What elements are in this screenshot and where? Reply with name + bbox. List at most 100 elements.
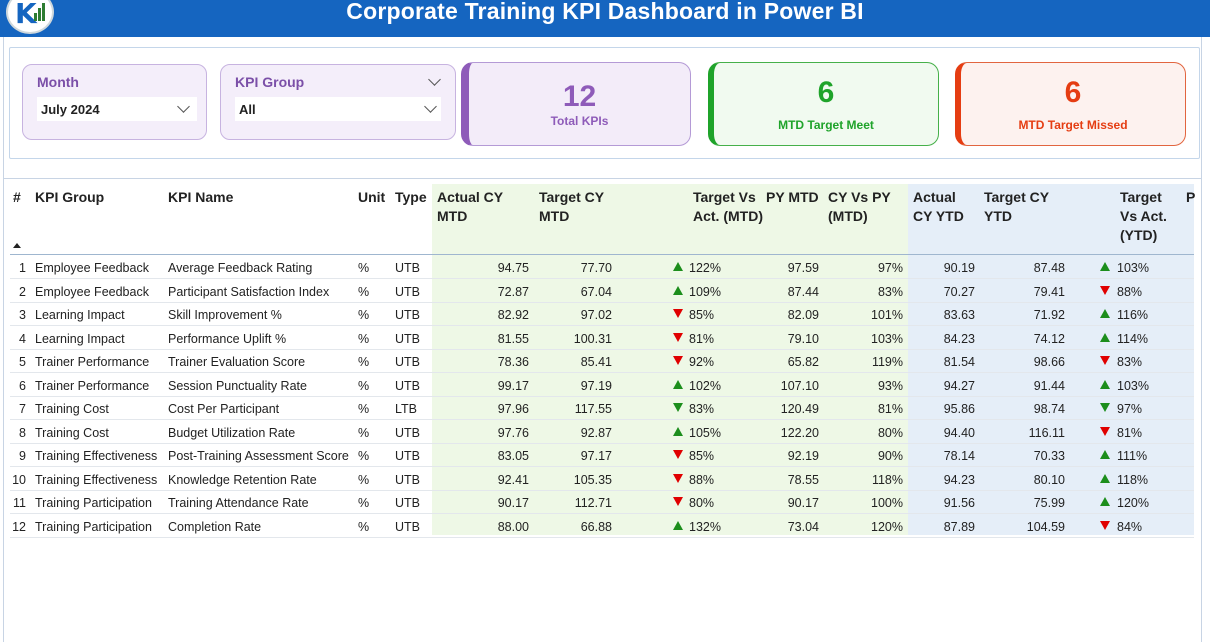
cell-kpi-name: Knowledge Retention Rate bbox=[168, 472, 317, 487]
cell-target-vs-act-mtd: 102% bbox=[689, 378, 721, 393]
month-slicer-label: Month bbox=[37, 74, 79, 90]
triangle-up-icon bbox=[673, 426, 683, 436]
cell-target-vs-act-ytd: 97% bbox=[1117, 402, 1143, 416]
cell-target-vs-act-mtd: 85% bbox=[689, 308, 715, 322]
cell-target-vs-act-ytd: 114% bbox=[1117, 331, 1149, 346]
table-row[interactable]: 7 Training Cost Cost Per Participant% LTB 97… bbox=[10, 397, 1194, 420]
triangle-up-icon bbox=[673, 285, 683, 295]
table-row[interactable]: 3 Learning Impact Skill Improvement %% UTB 8… bbox=[10, 303, 1194, 326]
cell-kpi-name: Average Feedback Rating bbox=[168, 261, 313, 275]
cell-target-vs-act-ytd: 81% bbox=[1117, 425, 1143, 440]
cell-type: LTB bbox=[395, 402, 417, 416]
header-cy-vs-py-mtd[interactable]: CY Vs PY (MTD) bbox=[828, 189, 891, 224]
cell-cy-vs-py-mtd: 81% bbox=[877, 402, 903, 416]
header-target-cy-ytd[interactable]: Target CY YTD bbox=[984, 189, 1049, 224]
cell-target-vs-act-mtd: 132% bbox=[689, 519, 721, 534]
svg-text:K: K bbox=[15, 0, 38, 30]
cell-kpi-name: Trainer Evaluation Score bbox=[168, 355, 306, 369]
table-row[interactable]: 1 Employee Feedback Average Feedback Ratin… bbox=[10, 256, 1194, 279]
cell-target-cy-mtd: 100.31 bbox=[573, 331, 612, 346]
month-dropdown[interactable]: July 2024 bbox=[37, 97, 197, 121]
table-row[interactable]: 10 Training Effectiveness Knowledge Retent… bbox=[10, 468, 1194, 491]
sort-ascending-icon[interactable] bbox=[13, 243, 21, 248]
table-row[interactable]: 5 Trainer Performance Trainer Evaluation S… bbox=[10, 350, 1194, 373]
header-num[interactable]: # bbox=[13, 189, 21, 205]
triangle-down-icon bbox=[1100, 356, 1110, 365]
cell-unit: % bbox=[358, 261, 370, 275]
cell-target-cy-mtd: 117.55 bbox=[574, 402, 612, 416]
cell-actual-cy-ytd: 94.40 bbox=[943, 425, 975, 440]
triangle-up-icon bbox=[673, 520, 683, 530]
table-row[interactable]: 11 Training Participation Training Attenda… bbox=[10, 491, 1194, 514]
cell-kpi-name: Completion Rate bbox=[168, 519, 262, 534]
cell-kpi-name: Skill Improvement % bbox=[168, 308, 282, 322]
triangle-down-icon bbox=[1100, 403, 1110, 412]
triangle-down-icon bbox=[673, 450, 683, 459]
cell-py-mtd: 92.19 bbox=[787, 449, 819, 463]
table-row[interactable]: 8 Training Cost Budget Utilization Rate% UT… bbox=[10, 421, 1194, 444]
header-actual-cy-ytd[interactable]: Actual CY YTD bbox=[913, 189, 964, 224]
mtd-target-missed-card: 6 MTD Target Missed bbox=[955, 62, 1186, 146]
kpi-group-dropdown[interactable]: All bbox=[235, 97, 441, 121]
table-row[interactable]: 9 Training Effectiveness Post-Training Ass… bbox=[10, 444, 1194, 467]
header-type[interactable]: Type bbox=[395, 189, 427, 205]
header-unit[interactable]: Unit bbox=[358, 189, 386, 205]
cell-actual-cy-ytd: 95.86 bbox=[943, 402, 975, 416]
mtd-target-missed-value: 6 bbox=[1064, 76, 1082, 109]
cell-target-vs-act-mtd: 105% bbox=[689, 425, 721, 440]
header-kpi-name[interactable]: KPI Name bbox=[168, 189, 234, 205]
cell-type: UTB bbox=[395, 261, 420, 275]
total-kpis-label: Total KPIs bbox=[550, 114, 609, 128]
chevron-down-icon[interactable] bbox=[424, 100, 437, 113]
triangle-down-icon bbox=[673, 332, 683, 342]
cell-num: 1 bbox=[19, 261, 26, 275]
cell-actual-cy-ytd: 78.14 bbox=[943, 449, 975, 463]
triangle-up-icon bbox=[1100, 497, 1110, 506]
cell-kpi-group: Training Cost bbox=[35, 402, 109, 416]
cell-py-mtd: 73.04 bbox=[787, 519, 819, 534]
cell-unit: % bbox=[358, 355, 370, 369]
cell-target-vs-act-ytd: 103% bbox=[1117, 261, 1149, 275]
cell-type: UTB bbox=[395, 355, 420, 369]
triangle-down-icon bbox=[673, 309, 683, 318]
cell-py-mtd: 87.44 bbox=[787, 284, 819, 299]
header-kpi-group[interactable]: KPI Group bbox=[35, 189, 105, 205]
cell-unit: % bbox=[358, 472, 370, 487]
cell-kpi-group: Learning Impact bbox=[35, 331, 125, 346]
header-target-cy-mtd[interactable]: Target CY MTD bbox=[539, 189, 604, 224]
table-row[interactable]: 2 Employee Feedback Participant Satisfacti… bbox=[10, 280, 1194, 303]
cell-actual-cy-ytd: 70.27 bbox=[943, 284, 975, 299]
cell-actual-cy-mtd: 88.00 bbox=[497, 519, 529, 534]
table-row[interactable]: 12 Training Participation Completion Rate%… bbox=[10, 515, 1194, 538]
cell-kpi-name: Participant Satisfaction Index bbox=[168, 284, 330, 299]
triangle-down-icon bbox=[673, 497, 683, 506]
cell-actual-cy-ytd: 83.63 bbox=[943, 308, 975, 322]
cell-type: UTB bbox=[395, 425, 420, 440]
cell-py-mtd: 79.10 bbox=[787, 331, 819, 346]
header-actual-cy-mtd[interactable]: Actual CY MTD bbox=[437, 189, 503, 224]
kpi-group-slicer[interactable]: KPI Group All bbox=[220, 64, 456, 140]
cell-unit: % bbox=[358, 378, 370, 393]
header-target-vs-act-ytd[interactable]: Target Vs Act. (YTD) bbox=[1120, 189, 1167, 243]
cell-target-vs-act-mtd: 85% bbox=[689, 449, 715, 463]
header-truncated-column[interactable]: P bbox=[1186, 189, 1196, 205]
cell-num: 9 bbox=[19, 449, 26, 463]
kpi-table-panel bbox=[3, 178, 1202, 642]
cell-target-cy-mtd: 97.19 bbox=[580, 378, 612, 393]
cell-target-cy-ytd: 87.48 bbox=[1033, 261, 1065, 275]
table-row[interactable]: 4 Learning Impact Performance Uplift %% UTB… bbox=[10, 327, 1194, 350]
cell-actual-cy-ytd: 84.23 bbox=[943, 331, 975, 346]
cell-target-vs-act-mtd: 92% bbox=[689, 355, 715, 369]
month-slicer[interactable]: Month July 2024 bbox=[22, 64, 207, 140]
cell-target-cy-ytd: 104.59 bbox=[1026, 519, 1065, 534]
header-py-mtd[interactable]: PY MTD bbox=[766, 189, 819, 205]
cell-cy-vs-py-mtd: 93% bbox=[877, 378, 903, 393]
chevron-down-icon[interactable] bbox=[428, 73, 441, 86]
table-row[interactable]: 6 Trainer Performance Session Punctuality … bbox=[10, 374, 1194, 397]
triangle-down-icon bbox=[673, 473, 683, 483]
chevron-down-icon[interactable] bbox=[177, 100, 190, 113]
cell-kpi-group: Employee Feedback bbox=[35, 284, 149, 299]
triangle-down-icon bbox=[673, 356, 683, 365]
header-target-vs-act-mtd[interactable]: Target Vs Act. (MTD) bbox=[693, 189, 763, 224]
cell-num: 11 bbox=[13, 496, 26, 510]
